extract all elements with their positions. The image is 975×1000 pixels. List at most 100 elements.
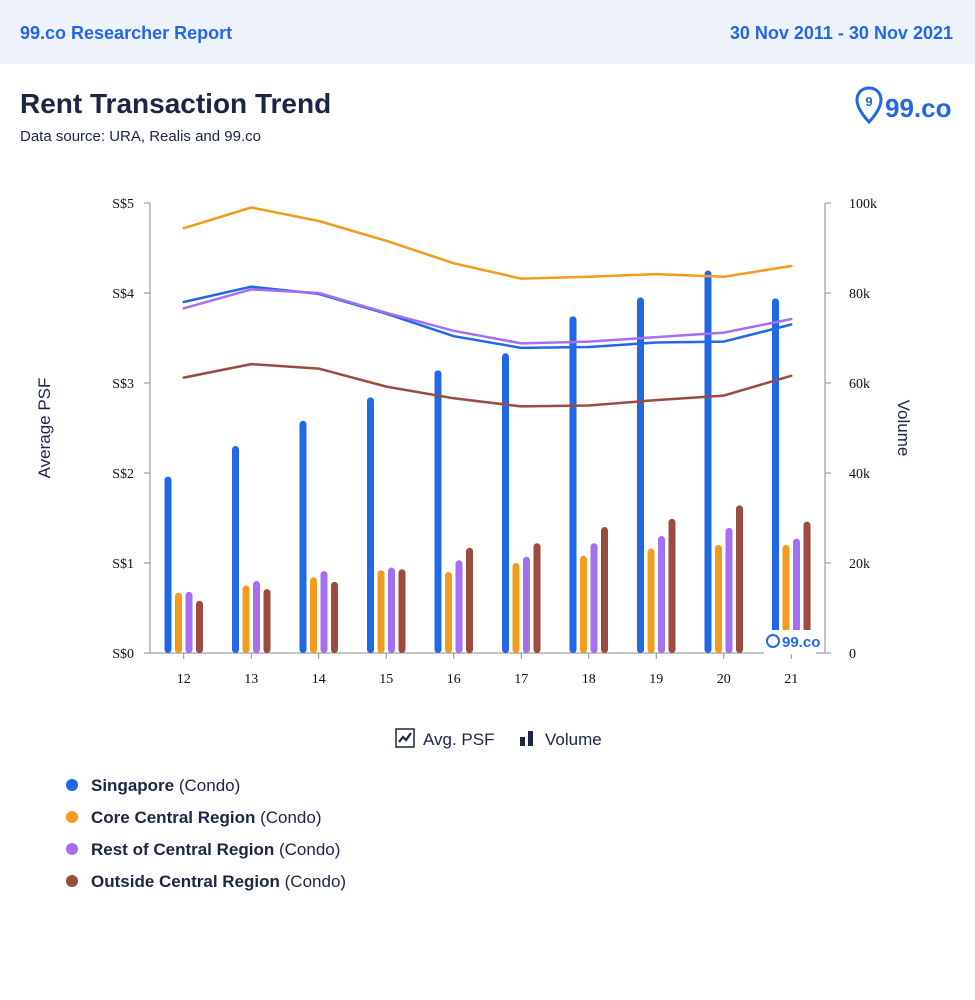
volume-bar [466, 547, 473, 653]
legend-dot-icon [66, 843, 78, 855]
legend-item[interactable]: Singapore (Condo) [66, 776, 240, 796]
avg-psf-line [182, 285, 793, 350]
logo-text: 99.co [885, 93, 952, 123]
x-tick-label: 14 [312, 672, 326, 687]
legend-series-suffix: (Condo) [174, 776, 241, 795]
volume-bar [668, 518, 676, 653]
volume-bar [725, 527, 733, 653]
volume-bar [367, 397, 374, 653]
volume-bar [772, 298, 779, 653]
volume-bar [242, 585, 250, 653]
legend-series-name: Rest of Central Region [91, 840, 275, 859]
y-right-tick-label: 60k [849, 377, 870, 392]
y-left-tick-label: S$1 [112, 557, 134, 572]
report-brand: 99.co Researcher Report [20, 23, 233, 43]
volume-bar [175, 592, 182, 653]
y-right-tick-label: 80k [849, 287, 870, 302]
legend-item[interactable]: Outside Central Region (Condo) [66, 872, 346, 892]
volume-bar [533, 543, 541, 653]
x-tick-label: 18 [582, 672, 596, 687]
volume-bar [647, 548, 655, 653]
legend-series-name: Core Central Region [91, 808, 256, 827]
volume-bar [196, 600, 203, 653]
y-left-tick-label: S$5 [112, 197, 134, 212]
report-header-bar: 99.co Researcher Report 30 Nov 2011 - 30… [0, 0, 975, 64]
y-right-tick-label: 40k [849, 467, 870, 482]
avg-psf-line [182, 206, 793, 280]
x-tick-label: 16 [447, 672, 461, 687]
legend-series-suffix: (Condo) [255, 808, 322, 827]
y-right-tick-label: 0 [849, 647, 856, 662]
volume-bar [320, 571, 328, 653]
volume-bar [164, 476, 172, 653]
volume-bar [398, 569, 406, 653]
data-source: Data source: URA, Realis and 99.co [20, 128, 261, 145]
y-left-tick-label: S$2 [112, 467, 134, 482]
avg-psf-toggle[interactable]: Avg. PSF [395, 728, 495, 750]
volume-bar [455, 560, 463, 653]
legend-series-name: Singapore [91, 776, 175, 795]
y-left-tick-label: S$3 [112, 377, 134, 392]
volume-bar [590, 543, 598, 653]
avg-psf-line [182, 362, 793, 408]
legend-series-name: Outside Central Region [91, 872, 280, 891]
volume-bar [310, 577, 317, 653]
volume-bar [388, 567, 395, 653]
volume-bar [803, 521, 811, 653]
report-date-range: 30 Nov 2011 - 30 Nov 2021 [729, 23, 953, 43]
volume-bar [299, 420, 307, 653]
volume-bar [253, 581, 260, 653]
svg-text:9: 9 [865, 94, 872, 109]
volume-bar [523, 556, 530, 653]
legend-item[interactable]: Core Central Region (Condo) [66, 808, 322, 828]
x-tick-label: 15 [379, 672, 393, 687]
volume-bar [658, 536, 665, 653]
volume-bar [782, 545, 790, 653]
y-axis-left-title: Average PSF [35, 378, 54, 479]
watermark-pin-icon [766, 634, 780, 648]
volume-bar [637, 297, 644, 653]
x-tick-label: 19 [649, 672, 663, 687]
x-tick-label: 17 [514, 672, 528, 687]
volume-bar [185, 591, 193, 653]
bar-chart-icon [520, 731, 533, 746]
y-axis-right-title: Volume [894, 400, 913, 457]
x-tick-label: 12 [177, 672, 191, 687]
volume-bar [445, 572, 452, 653]
x-tick-label: 20 [717, 672, 731, 687]
volume-toggle[interactable]: Volume [517, 728, 602, 750]
volume-bar [580, 555, 587, 653]
volume-bar [331, 581, 338, 653]
map-pin-logo-icon: 9 99.co [855, 86, 952, 125]
brand-logo: 9 99.co [855, 86, 955, 131]
legend-item[interactable]: Rest of Central Region (Condo) [66, 840, 340, 860]
rent-trend-chart: S$0 S$1 S$2 S$3 S$4 S$5 0 20k 40k 60k 80k 100k 12 13 1… [35, 197, 913, 687]
y-right-tick-label: 20k [849, 557, 870, 572]
watermark-logo-text: 99.co [782, 634, 820, 651]
volume-bar [502, 353, 509, 653]
volume-bar [434, 370, 442, 653]
avg-psf-label: Avg. PSF [423, 730, 495, 749]
volume-bar [715, 545, 722, 653]
volume-bar [377, 570, 385, 653]
line-chart-icon [395, 728, 415, 748]
volume-bar [601, 527, 608, 653]
legend-series-suffix: (Condo) [274, 840, 341, 859]
legend-dot-icon [66, 875, 78, 887]
volume-bar [793, 538, 800, 653]
volume-bar [232, 446, 239, 653]
volume-bar [263, 589, 271, 653]
y-right-tick-label: 100k [849, 197, 877, 212]
x-tick-label: 13 [244, 672, 258, 687]
y-left-tick-label: S$4 [112, 287, 134, 302]
legend-dot-icon [66, 811, 78, 823]
chart-title: Rent Transaction Trend [20, 88, 332, 119]
volume-bar [704, 270, 712, 653]
volume-label: Volume [545, 730, 602, 749]
volume-bar [736, 505, 743, 653]
legend-dot-icon [66, 779, 78, 791]
x-tick-label: 21 [784, 672, 798, 687]
legend-series-suffix: (Condo) [279, 872, 347, 891]
volume-bar [569, 316, 577, 653]
watermark-background [764, 630, 816, 654]
